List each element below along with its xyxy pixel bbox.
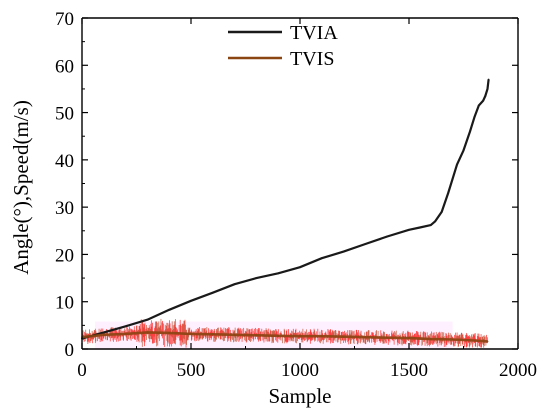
data-point-tvia — [386, 235, 389, 238]
data-point-tvia — [434, 220, 437, 223]
y-tick-label: 20 — [55, 245, 74, 266]
data-point-tvia — [440, 210, 443, 213]
data-point-tvia — [477, 104, 480, 107]
data-point-tvis — [299, 335, 301, 338]
axis-ticks: 0 500 1000 1500 2000 0 10 20 30 40 50 60 70 — [55, 9, 537, 381]
legend-label-tvis: TVIS — [290, 48, 334, 70]
series-lines — [81, 78, 490, 343]
data-point-tvia — [364, 243, 367, 245]
legend-label-tvia: TVIA — [290, 22, 338, 44]
data-point-tvia — [486, 88, 489, 90]
data-point-tvia — [473, 116, 476, 119]
data-point-tvis — [429, 338, 432, 340]
data-point-tvis — [124, 332, 127, 335]
x-tick-label: 1500 — [390, 360, 428, 381]
data-point-tvis — [451, 338, 454, 341]
data-point-tvia — [462, 149, 465, 152]
x-tick-label: 500 — [177, 360, 206, 381]
data-point-tvis — [255, 334, 258, 337]
data-point-tvia — [469, 130, 471, 133]
data-point-tvia — [102, 331, 105, 334]
data-point-tvis — [277, 334, 280, 337]
data-point-tvia — [168, 308, 171, 311]
data-point-tvis — [486, 340, 489, 343]
data-point-tvia — [299, 266, 301, 269]
data-point-tvia — [320, 257, 323, 260]
series-line-tvis — [81, 331, 488, 343]
data-point-tvia — [451, 177, 454, 180]
data-point-tvia — [456, 163, 458, 166]
data-point-tvia — [408, 228, 410, 231]
data-point-tvis — [320, 335, 323, 338]
y-tick-label: 0 — [65, 340, 75, 361]
data-point-tvia — [233, 283, 236, 286]
series-line-tvia — [81, 79, 490, 340]
x-tick-label: 1000 — [281, 360, 319, 381]
y-tick-label: 50 — [55, 104, 74, 125]
y-tick-label: 60 — [55, 56, 74, 77]
data-point-tvia — [482, 99, 485, 102]
data-point-tvis — [168, 332, 171, 334]
data-point-tvia — [342, 250, 345, 253]
legend: TVIA TVIS — [228, 22, 338, 70]
data-point-tvia — [190, 299, 192, 302]
data-point-tvia — [124, 325, 127, 328]
y-axis-title: Angle(°),Speed(m/s) — [9, 100, 33, 275]
y-tick-label: 40 — [55, 151, 74, 172]
data-point-tvis — [342, 335, 345, 338]
y-tick-label: 30 — [55, 198, 74, 219]
data-point-tvia — [487, 78, 490, 81]
data-point-tvis — [408, 337, 410, 340]
data-point-tvis — [386, 336, 389, 339]
data-point-tvis — [364, 336, 367, 339]
data-point-tvis — [473, 339, 476, 342]
data-point-tvia — [277, 272, 280, 275]
y-tick-label: 70 — [55, 9, 74, 30]
data-point-tvia — [146, 318, 149, 321]
y-tick-label: 10 — [55, 293, 74, 314]
data-point-tvia — [419, 226, 421, 229]
x-axis-title: Sample — [269, 384, 332, 408]
x-tick-label: 2000 — [499, 360, 537, 381]
data-point-tvia — [255, 277, 258, 279]
data-point-tvis — [190, 332, 192, 335]
data-point-tvia — [429, 224, 432, 227]
data-point-tvis — [102, 333, 105, 336]
data-point-tvis — [146, 331, 149, 334]
data-point-tvia — [211, 291, 214, 294]
data-point-tvis — [233, 333, 236, 336]
data-point-tvia — [484, 95, 487, 97]
data-point-tvis — [211, 333, 214, 336]
x-tick-label: 0 — [77, 360, 87, 381]
data-point-tvia — [447, 192, 450, 194]
